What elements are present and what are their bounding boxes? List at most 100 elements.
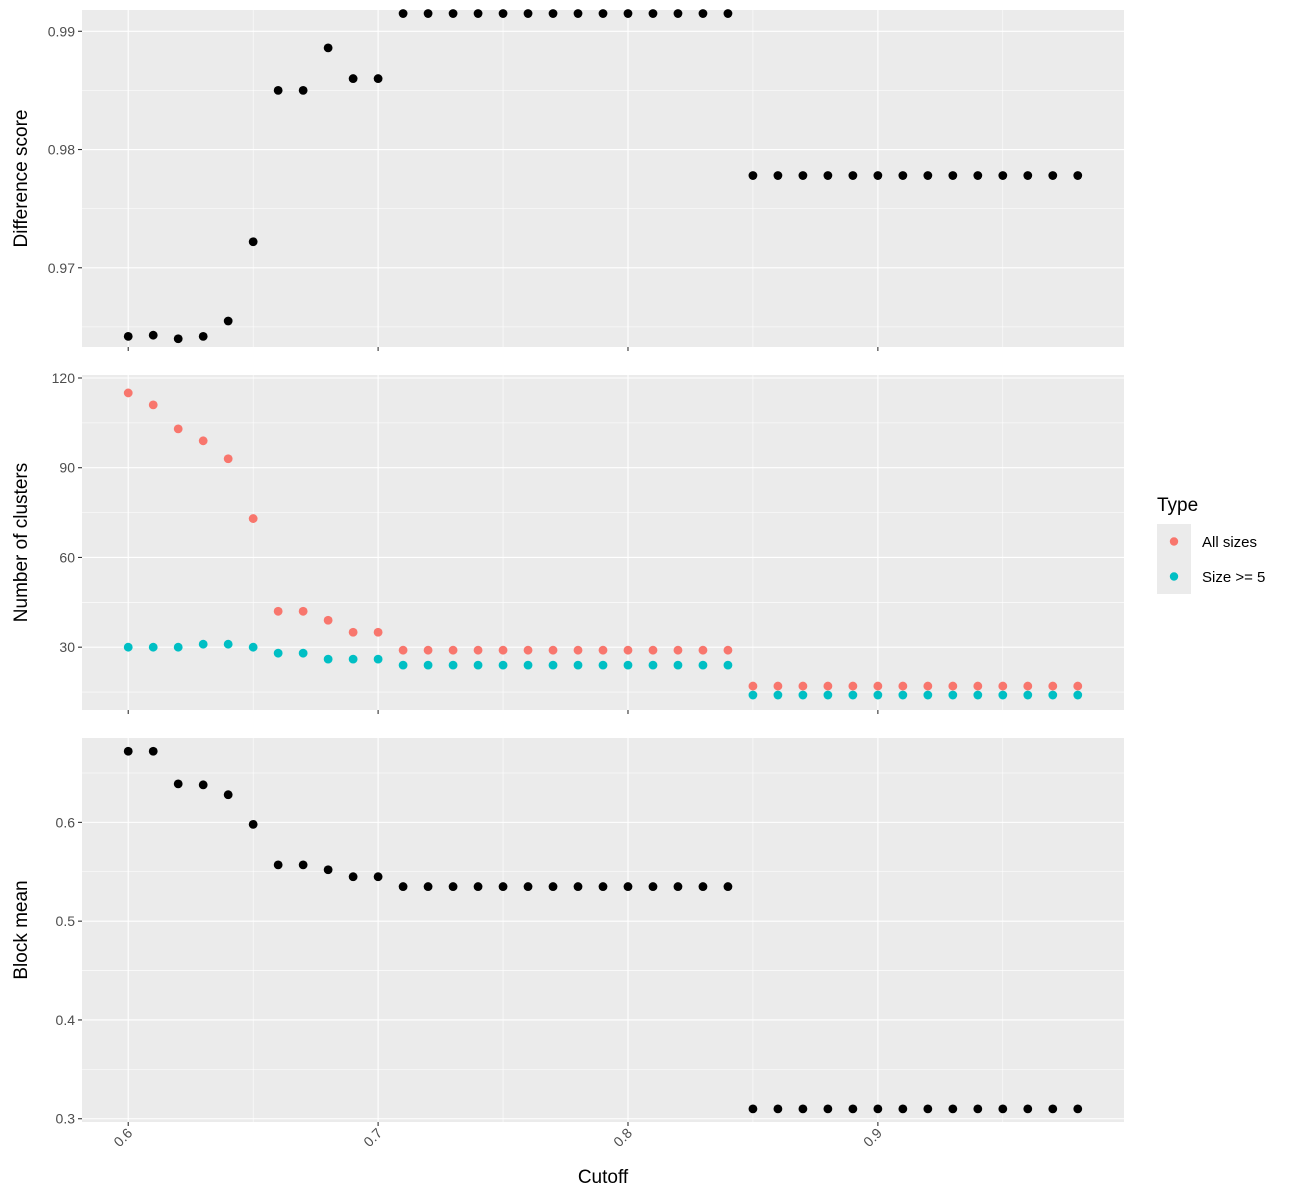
data-point (123, 642, 133, 652)
data-point (998, 690, 1008, 700)
data-point (148, 746, 158, 756)
data-point (348, 654, 358, 664)
data-point (1048, 681, 1058, 691)
data-point (198, 639, 208, 649)
data-point (848, 681, 858, 691)
data-point (1048, 690, 1058, 700)
data-point (573, 645, 583, 655)
data-point (723, 9, 733, 18)
data-point (498, 660, 508, 670)
data-point (423, 645, 433, 655)
data-point (473, 882, 483, 891)
data-point (548, 882, 558, 891)
legend-label-size-ge-5: Size >= 5 (1202, 569, 1265, 586)
data-point (748, 681, 758, 691)
data-point (823, 1104, 833, 1114)
data-point (648, 660, 658, 670)
data-point (698, 9, 708, 18)
data-point (323, 865, 333, 875)
y-axis-title: Block mean (11, 880, 32, 979)
data-point (673, 645, 683, 655)
data-point (298, 86, 308, 95)
data-point (423, 882, 433, 891)
data-point (623, 882, 633, 891)
x-tick-label: 0.7 (360, 1125, 385, 1150)
data-point (473, 645, 483, 655)
data-point (223, 790, 233, 800)
legend: Type All sizes Size >= 5 (1157, 495, 1265, 594)
data-point (323, 615, 333, 625)
data-point (973, 171, 983, 180)
data-point (323, 43, 333, 53)
data-point (1073, 681, 1083, 691)
data-point (548, 645, 558, 655)
data-point (1023, 1104, 1033, 1114)
data-point (923, 681, 933, 691)
data-point (148, 400, 158, 410)
data-point (773, 171, 783, 180)
data-point (773, 690, 783, 700)
data-point (898, 690, 908, 700)
data-point (273, 648, 283, 658)
data-point (348, 872, 358, 882)
data-point (948, 681, 958, 691)
data-point (498, 882, 508, 891)
data-point (673, 660, 683, 670)
data-point (748, 1104, 758, 1114)
data-point (948, 1104, 958, 1114)
data-point (373, 627, 383, 637)
data-point (998, 681, 1008, 691)
data-point (223, 639, 233, 649)
data-point (623, 660, 633, 670)
x-tick-label: 0.6 (110, 1125, 135, 1150)
data-point (873, 1104, 883, 1114)
panel-2: 30 60 90 120 Number of clusters (11, 370, 1124, 714)
data-point (448, 660, 458, 670)
y-tick-label: 0.5 (56, 913, 76, 929)
data-point (598, 9, 608, 18)
data-point (823, 171, 833, 180)
data-point (723, 645, 733, 655)
data-point (1048, 1104, 1058, 1114)
data-point (173, 424, 183, 434)
data-point (773, 681, 783, 691)
data-point (798, 681, 808, 691)
data-point (398, 882, 408, 891)
data-point (273, 86, 283, 95)
data-point (448, 882, 458, 891)
data-point (723, 660, 733, 670)
chart-panels: 0.97 0.98 0.99 Difference score 30 60 90 120 Num… (11, 9, 1124, 1150)
data-point (223, 454, 233, 464)
data-point (848, 1104, 858, 1114)
data-point (998, 171, 1008, 180)
data-point (273, 860, 283, 870)
data-point (173, 334, 183, 344)
x-tick-label: 0.8 (610, 1125, 635, 1150)
data-point (323, 654, 333, 664)
data-point (773, 1104, 783, 1114)
y-tick-label: 0.99 (48, 23, 75, 39)
data-point (348, 74, 358, 83)
y-tick-label: 0.6 (56, 814, 76, 830)
data-point (423, 660, 433, 670)
data-point (148, 642, 158, 652)
data-point (923, 690, 933, 700)
data-point (423, 9, 433, 18)
data-point (648, 645, 658, 655)
legend-marker-size-ge-5 (1169, 572, 1179, 581)
data-point (298, 860, 308, 870)
data-point (573, 9, 583, 18)
data-point (523, 9, 533, 18)
data-point (148, 330, 158, 340)
y-tick-label: 90 (59, 460, 75, 476)
panel-background (82, 738, 1124, 1122)
data-point (523, 660, 533, 670)
data-point (273, 606, 283, 616)
data-point (348, 627, 358, 637)
data-point (198, 436, 208, 446)
data-point (123, 388, 133, 398)
data-point (498, 645, 508, 655)
data-point (648, 9, 658, 18)
x-tick-label: 0.9 (860, 1125, 885, 1150)
